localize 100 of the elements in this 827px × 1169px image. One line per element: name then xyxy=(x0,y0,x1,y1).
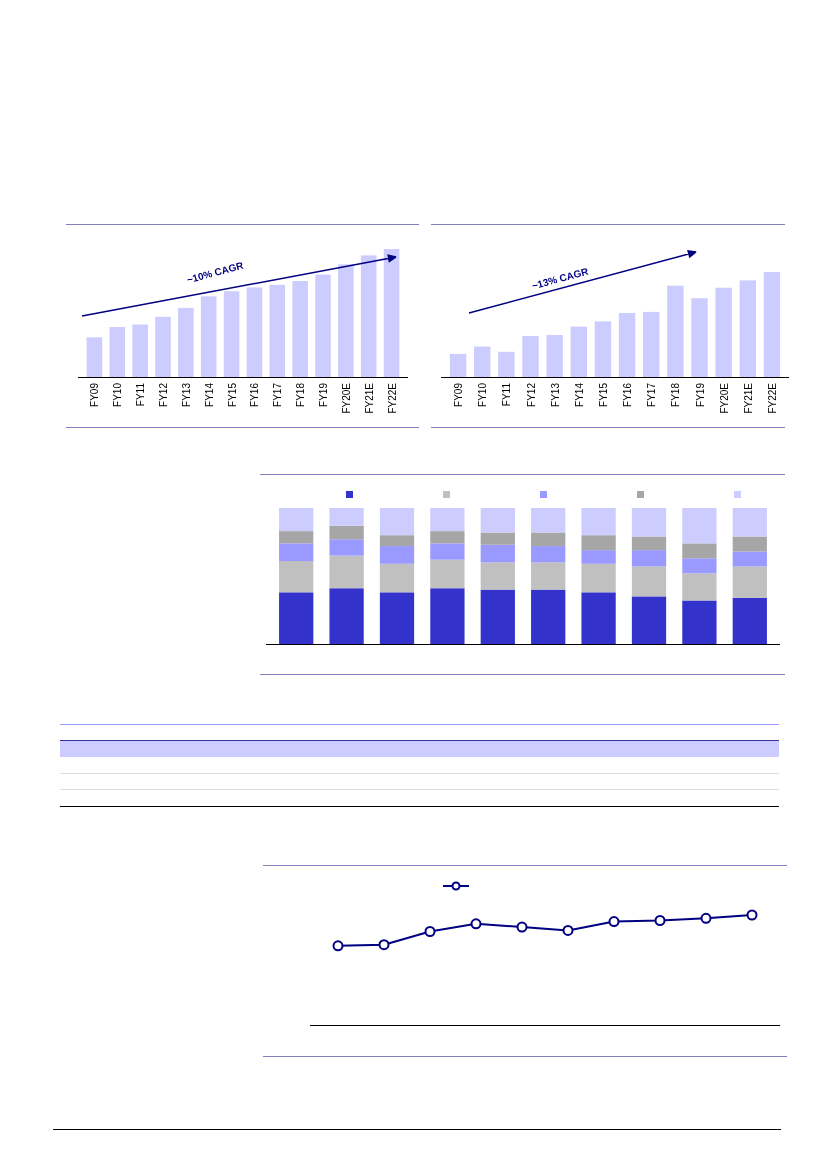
x-tick-label: FY21E xyxy=(742,382,754,414)
x-tick-label: FY13 xyxy=(549,382,561,407)
bar xyxy=(178,307,194,377)
bar xyxy=(570,326,587,377)
x-tick-label: FY12 xyxy=(158,382,169,407)
bar xyxy=(480,562,515,590)
x-tick-label: FY17 xyxy=(646,382,658,407)
bar xyxy=(279,543,314,562)
x-tick-label: FY18 xyxy=(295,382,307,407)
bar xyxy=(269,284,286,377)
bar xyxy=(715,287,732,377)
bar xyxy=(691,298,708,377)
bar xyxy=(279,508,314,532)
x-tick-label: FY22E xyxy=(766,382,778,414)
x-tick-label: FY22E xyxy=(386,382,398,414)
bar xyxy=(360,255,377,377)
x-tick-label: FY21E xyxy=(363,382,375,414)
bar xyxy=(379,592,415,644)
bar xyxy=(480,589,515,644)
x-tick-label: FY19 xyxy=(318,382,329,407)
point xyxy=(470,918,482,930)
x-tick-label: FY20E xyxy=(340,382,352,414)
bar xyxy=(279,561,314,593)
bar xyxy=(430,531,465,544)
x-tick-label: FY18 xyxy=(670,382,682,407)
bar xyxy=(200,296,217,377)
bar xyxy=(379,546,415,564)
bar xyxy=(739,280,756,377)
bar xyxy=(379,535,415,547)
bar xyxy=(682,600,717,644)
bar xyxy=(474,346,491,377)
bar xyxy=(732,597,767,644)
bar xyxy=(155,316,171,377)
annotation: ~10% CAGR xyxy=(185,259,246,286)
x-tick-label: FY13 xyxy=(180,382,192,407)
x-tick-label: FY10 xyxy=(112,382,124,407)
bar xyxy=(329,508,364,526)
bar xyxy=(329,525,364,540)
point xyxy=(332,940,344,952)
bar xyxy=(379,508,415,536)
point xyxy=(424,926,436,937)
bar xyxy=(682,543,717,559)
x-tick-label: FY11 xyxy=(501,382,513,407)
x-tick-label: FY11 xyxy=(135,382,147,407)
bar xyxy=(631,508,667,537)
bar xyxy=(279,531,314,544)
bar xyxy=(581,592,616,644)
bar xyxy=(682,508,717,544)
bar xyxy=(546,335,563,377)
x-tick-label: FY14 xyxy=(203,382,215,407)
x-tick-label: FY15 xyxy=(597,382,609,407)
bar xyxy=(581,550,616,564)
bar xyxy=(732,551,767,567)
x-tick-label: FY15 xyxy=(226,382,238,407)
bar xyxy=(581,508,616,536)
bar xyxy=(732,566,767,598)
bar xyxy=(383,249,400,377)
bar xyxy=(430,508,465,532)
bar xyxy=(631,566,667,597)
x-tick-label: FY17 xyxy=(272,382,284,407)
x-tick-label: FY20E xyxy=(718,382,730,414)
bar xyxy=(531,508,566,533)
bar xyxy=(682,558,717,574)
bar xyxy=(531,546,566,563)
x-tick-label: FY14 xyxy=(573,382,585,407)
point xyxy=(654,915,666,926)
bar xyxy=(379,563,415,593)
point xyxy=(700,912,712,924)
bar xyxy=(246,287,263,377)
bar xyxy=(631,536,667,551)
bar xyxy=(531,562,566,590)
bar xyxy=(223,291,240,377)
bar xyxy=(522,336,539,377)
bar xyxy=(132,324,148,377)
bar xyxy=(631,550,667,567)
bar xyxy=(430,543,465,560)
bar xyxy=(667,285,684,377)
bar xyxy=(279,592,314,644)
bar xyxy=(581,563,616,593)
bar xyxy=(86,337,103,377)
bar xyxy=(292,281,308,377)
bar xyxy=(682,573,717,601)
x-tick-label: FY10 xyxy=(477,382,489,407)
bar xyxy=(449,353,467,377)
bar xyxy=(594,321,612,377)
bar xyxy=(618,312,636,377)
x-tick-label: FY09 xyxy=(89,382,101,407)
bar xyxy=(329,555,364,589)
bar xyxy=(631,596,667,644)
x-tick-label: FY12 xyxy=(525,382,537,407)
bar xyxy=(430,588,465,644)
x-tick-label: FY16 xyxy=(622,382,634,407)
annotation: ~13% CAGR xyxy=(530,265,591,292)
bar xyxy=(338,264,354,377)
x-tick-label: FY19 xyxy=(694,382,706,407)
bar xyxy=(531,532,566,547)
point xyxy=(378,939,390,951)
bar xyxy=(732,508,767,537)
bar xyxy=(109,327,126,377)
bar xyxy=(329,588,364,644)
